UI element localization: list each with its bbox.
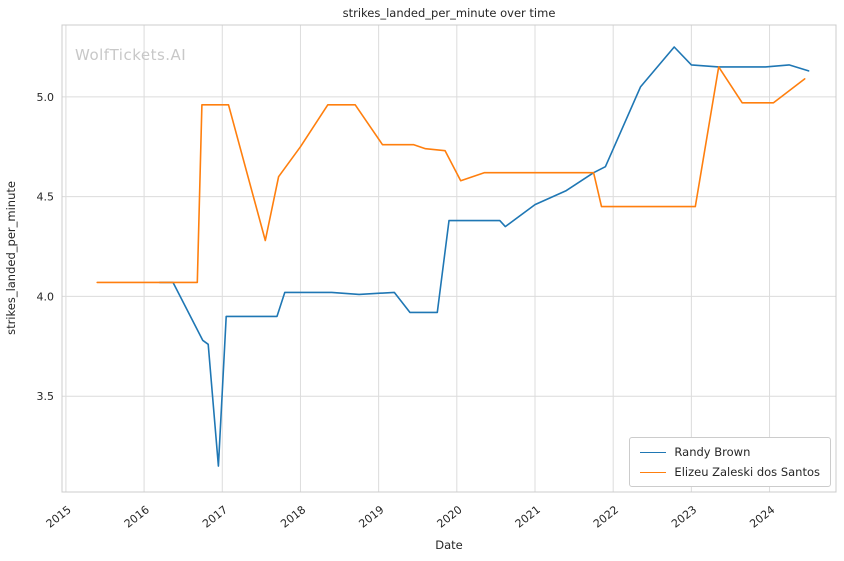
series-lines — [96, 46, 810, 467]
legend-label-elizeu-zaleski-dos-santos: Elizeu Zaleski dos Santos — [674, 465, 820, 479]
legend: Randy Brown Elizeu Zaleski dos Santos — [629, 437, 831, 487]
legend-item-elizeu-zaleski-dos-santos: Elizeu Zaleski dos Santos — [640, 465, 820, 479]
svg-text:2016: 2016 — [122, 503, 152, 530]
chart-title: strikes_landed_per_minute over time — [343, 6, 556, 20]
svg-text:2021: 2021 — [513, 503, 543, 530]
svg-text:3.5: 3.5 — [37, 390, 55, 403]
svg-text:2022: 2022 — [591, 503, 621, 530]
svg-text:2024: 2024 — [747, 503, 777, 530]
watermark: WolfTickets.AI — [75, 46, 186, 64]
plot-border — [61, 24, 837, 493]
svg-text:2020: 2020 — [435, 503, 465, 530]
legend-label-randy-brown: Randy Brown — [674, 445, 751, 459]
y-axis-label: strikes_landed_per_minute — [4, 181, 18, 335]
legend-item-randy-brown: Randy Brown — [640, 445, 820, 459]
x-tick-labels: 2015 2016 2017 2018 2019 2020 2021 2022 2023 2024 — [44, 503, 778, 530]
svg-text:4.5: 4.5 — [37, 191, 55, 204]
grid-lines — [62, 25, 836, 492]
svg-text:2018: 2018 — [278, 503, 308, 530]
svg-text:2017: 2017 — [200, 503, 230, 530]
y-tick-labels: 3.5 4.0 4.5 5.0 — [37, 91, 55, 403]
svg-text:2015: 2015 — [44, 503, 74, 530]
x-axis-label: Date — [435, 538, 463, 552]
svg-text:2023: 2023 — [669, 503, 699, 530]
svg-text:2019: 2019 — [356, 503, 386, 530]
svg-text:5.0: 5.0 — [37, 91, 55, 104]
svg-text:4.0: 4.0 — [37, 290, 55, 303]
legend-line-randy-brown — [640, 451, 667, 453]
legend-line-elizeu-zaleski-dos-santos — [640, 471, 667, 473]
